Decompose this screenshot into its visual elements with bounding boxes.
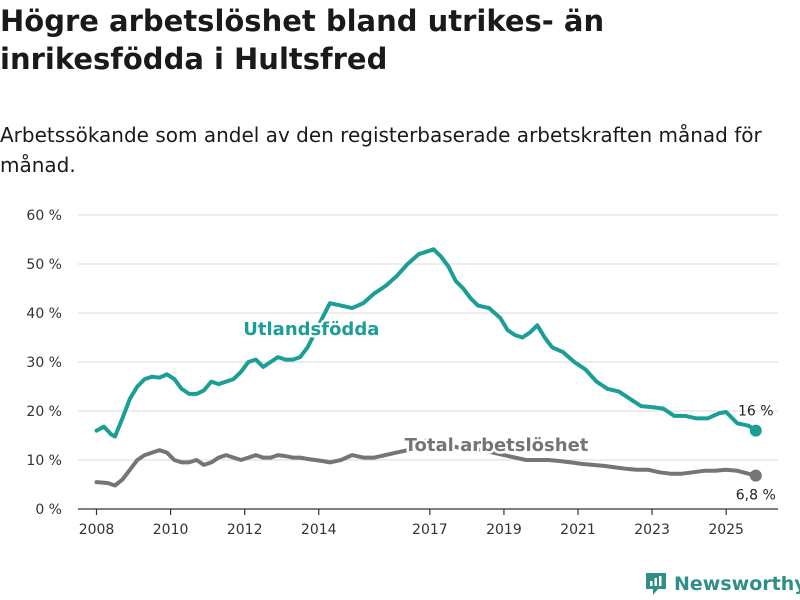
y-tick-label: 20 % [26, 404, 62, 420]
y-tick-label: 40 % [26, 306, 62, 322]
series-lines [94, 247, 762, 488]
x-tick-label: 2021 [560, 522, 596, 538]
y-tick-label: 60 % [26, 208, 62, 224]
series-line-utlandsfodda [94, 247, 758, 439]
y-tick-label: 30 % [26, 355, 62, 371]
y-axis-labels: 0 % 10 % 20 % 30 % 40 % 50 % 60 % [26, 208, 62, 518]
y-tick-label: 10 % [26, 453, 62, 469]
series-label-utlandsfodda: Utlandsfödda [243, 319, 379, 340]
series-label-total: Total arbetslöshet [405, 435, 589, 456]
x-axis: 2008 2010 2012 2014 2017 2019 2021 2023 2025 [78, 508, 778, 538]
end-value-label-utlandsfodda: 16 % [738, 404, 774, 420]
x-tick-label: 2023 [634, 522, 670, 538]
gridlines [78, 214, 778, 461]
x-tick-label: 2008 [79, 522, 115, 538]
brand-logo: Newsworthy [644, 570, 800, 598]
x-tick-label: 2019 [486, 522, 522, 538]
chart-subtitle: Arbetssökande som andel av den registerb… [0, 123, 762, 177]
chart-title: Högre arbetslöshet bland utrikes- än inr… [0, 4, 605, 76]
end-point-utlandsfodda [749, 424, 762, 437]
end-point-total [749, 469, 762, 482]
end-value-label-total: 6,8 % [736, 488, 776, 504]
series-line-total [94, 438, 758, 488]
x-tick-label: 2012 [227, 522, 263, 538]
x-tick-label: 2014 [301, 522, 337, 538]
brand-name: Newsworthy [674, 573, 800, 595]
x-tick-label: 2017 [412, 522, 448, 538]
x-tick-label: 2025 [708, 522, 744, 538]
newsworthy-logo-icon [646, 573, 666, 595]
series-labels: Utlandsfödda Total arbetslöshet 16 % 6,8 % [241, 317, 776, 504]
y-tick-label: 50 % [26, 257, 62, 273]
y-tick-label: 0 % [35, 502, 62, 518]
x-tick-label: 2010 [153, 522, 189, 538]
